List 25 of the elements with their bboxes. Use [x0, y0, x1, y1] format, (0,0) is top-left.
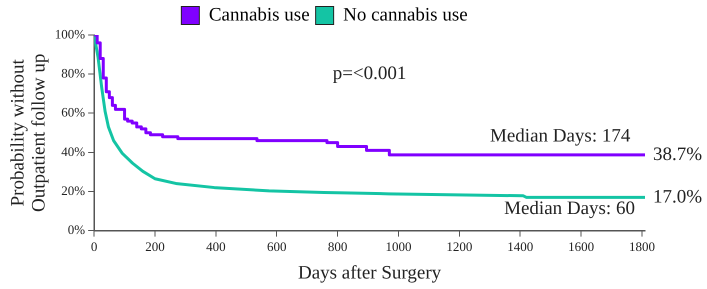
x-tick-label: 600 [266, 238, 286, 254]
x-tick-label: 800 [328, 238, 348, 254]
y-tick-label: 0% [68, 222, 86, 238]
x-tick-label: 1400 [507, 238, 534, 254]
x-tick-label: 1800 [628, 238, 655, 254]
legend-label: No cannabis use [343, 4, 468, 26]
annotation: Median Days: 174 [490, 126, 631, 147]
annotation: Median Days: 60 [504, 198, 635, 220]
annotation: 38.7% [653, 144, 702, 165]
legend-label: Cannabis use [208, 4, 310, 26]
x-tick-label: 1200 [446, 238, 472, 254]
annotation: 17.0% [653, 186, 702, 208]
y-tick-label: 60% [61, 104, 86, 120]
x-tick-label: 0 [90, 238, 98, 254]
y-axis-title: Probability without Outpatient follow up [7, 54, 50, 212]
x-axis-title: Days after Surgery [298, 262, 442, 284]
x-tick-label: 1000 [385, 238, 412, 254]
x-tick-label: 200 [145, 238, 165, 254]
y-tick-label: 20% [61, 182, 86, 198]
y-tick-label: 100% [54, 26, 86, 42]
x-tick-label: 1600 [568, 238, 594, 254]
x-tick-label: 400 [206, 238, 226, 254]
y-tick-label: 80% [61, 66, 86, 81]
annotation: p=<0.001 [332, 63, 406, 84]
y-tick-label: 40% [61, 144, 86, 159]
